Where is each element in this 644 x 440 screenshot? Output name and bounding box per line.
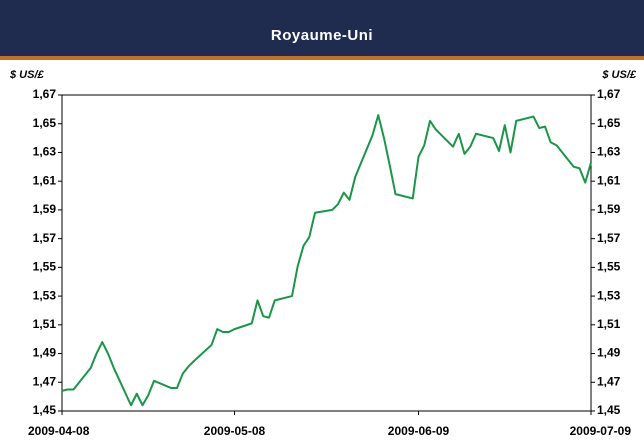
x-tick-label: 2009-04-08	[28, 424, 90, 438]
y-tick-label: 1,63	[33, 145, 57, 159]
header-rule	[0, 56, 644, 60]
y2-axis-label: $ US/£	[601, 69, 637, 81]
y-tick-label: 1,47	[33, 374, 57, 388]
y2-tick-label: 1,49	[597, 346, 621, 360]
y2-tick-label: 1,61	[597, 173, 621, 187]
y2-tick-label: 1,55	[597, 260, 621, 274]
y2-tick-label: 1,47	[597, 374, 621, 388]
y-tick-label: 1,65	[33, 116, 57, 130]
series-line	[61, 114, 592, 407]
y-tick-label: 1,57	[33, 231, 57, 245]
plot-frame	[61, 94, 592, 412]
y-tick-label: 1,53	[33, 288, 57, 302]
y-tick-label: 1,49	[33, 346, 57, 360]
y2-tick-label: 1,63	[597, 145, 621, 159]
y2-tick-label: 1,51	[597, 317, 621, 331]
x-tick-label: 2009-07-09	[570, 424, 632, 438]
y-axis-label: $ US/£	[9, 69, 45, 81]
y2-tick-label: 1,67	[597, 87, 621, 101]
y-tick-label: 1,55	[33, 260, 57, 274]
x-tick-label: 2009-06-09	[388, 424, 450, 438]
header-bar	[0, 0, 644, 56]
x-tick-label: 2009-05-08	[204, 424, 266, 438]
y2-tick-label: 1,45	[597, 403, 621, 417]
y2-tick-label: 1,57	[597, 231, 621, 245]
y-tick-label: 1,59	[33, 202, 57, 216]
y-tick-label: 1,61	[33, 173, 57, 187]
y2-tick-label: 1,59	[597, 202, 621, 216]
y2-tick-label: 1,65	[597, 116, 621, 130]
y2-tick-label: 1,53	[597, 288, 621, 302]
chart-title: Royaume-Uni	[271, 27, 373, 44]
y-tick-label: 1,51	[33, 317, 57, 331]
y-tick-label: 1,67	[33, 87, 57, 101]
y-tick-label: 1,45	[33, 403, 57, 417]
